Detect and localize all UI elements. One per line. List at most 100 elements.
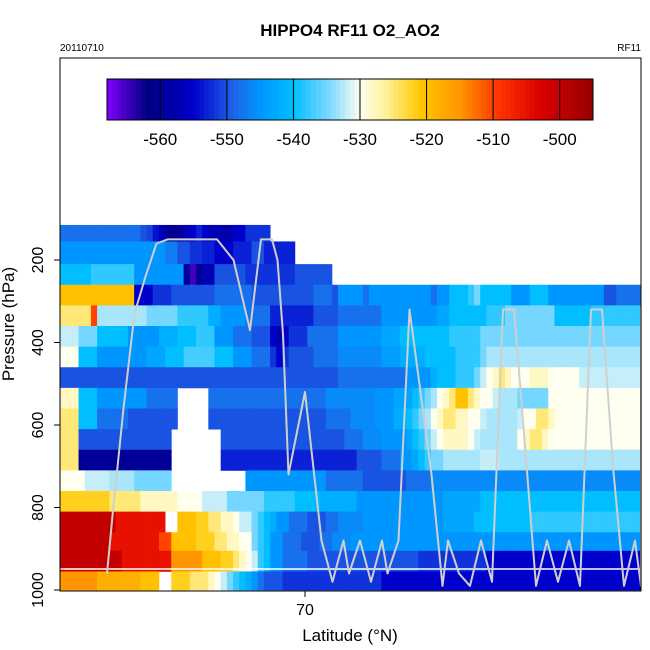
heatmap-cell [344,491,351,513]
heatmap-cell [535,449,543,471]
heatmap-cell [226,429,234,451]
heatmap-cell [344,571,351,591]
heatmap-cell [257,224,265,242]
heatmap-cell [393,346,401,368]
heatmap-cell [628,326,636,348]
colorbar-swatch [364,79,370,120]
heatmap-cell [603,429,611,451]
heatmap-cell [189,532,197,552]
heatmap-cell [257,305,265,327]
heatmap-cell [226,284,234,306]
colorbar-swatch [209,79,215,120]
heatmap-cell [455,284,463,306]
heatmap-cell [504,387,512,409]
heatmap-cell [276,367,283,389]
heatmap-cell [436,429,444,451]
heatmap-cell [270,491,277,513]
heatmap-cell [350,511,358,533]
colorbar-swatch [238,79,244,120]
heatmap-cell [294,449,302,471]
heatmap-cell [572,532,580,552]
heatmap-cell [566,511,574,533]
heatmap-cell [356,408,364,430]
heatmap-cell [282,346,290,368]
heatmap-cell [406,367,413,389]
heatmap-cell [331,326,339,348]
heatmap-cell [387,387,395,409]
heatmap-cell [560,449,568,471]
heatmap-cell [616,571,623,591]
heatmap-cell [498,367,506,389]
heatmap-cell [461,305,469,327]
heatmap-cell [233,326,240,348]
colorbar-swatch [160,79,166,120]
heatmap-cell [115,326,123,348]
heatmap-cell [356,491,364,513]
heatmap-cell [498,491,506,513]
heatmap-cell [498,284,506,306]
heatmap-cell [369,449,376,471]
colorbar-swatch [272,79,278,120]
heatmap-cell [610,346,617,368]
heatmap-cell [72,571,79,591]
heatmap-cell [319,571,327,591]
heatmap-cell [461,511,469,533]
heatmap-cell [301,470,308,492]
colorbar-swatch [539,79,545,120]
heatmap-cell [436,367,444,389]
heatmap-cell [461,387,469,409]
heatmap-cell [480,449,487,471]
heatmap-cell [288,305,296,327]
heatmap-cell [171,532,178,552]
heatmap-cell [276,550,283,572]
heatmap-cell [257,491,265,513]
heatmap-cell [109,346,117,368]
heatmap-cell [66,470,73,492]
heatmap-cell [127,550,135,572]
heatmap-cell [66,305,73,327]
heatmap-cell [263,305,271,327]
heatmap-cell [597,305,605,327]
heatmap-cell [461,346,469,368]
heatmap-cell [195,284,203,306]
heatmap-cell [97,305,104,327]
heatmap-cell [498,571,506,591]
heatmap-cell [158,264,166,286]
colorbar-swatch [306,79,312,120]
heatmap-cell [158,326,166,348]
heatmap-cell [325,429,333,451]
heatmap-cell [616,429,623,451]
heatmap-cell [406,470,413,492]
heatmap-cell [146,367,154,389]
colorbar-swatch [155,79,161,120]
heatmap-cell [548,346,555,368]
heatmap-cell [270,470,277,492]
heatmap-cell [202,224,209,242]
heatmap-cell [523,408,531,430]
heatmap-cell [603,491,611,513]
heatmap-cell [214,264,222,286]
heatmap-cell [233,429,240,451]
heatmap-cell [554,367,561,389]
heatmap-cell [319,449,327,471]
heatmap-cell [511,429,518,451]
heatmap-cell [263,449,271,471]
heatmap-cell [418,367,426,389]
heatmap-cell [140,387,147,409]
heatmap-cell [622,408,629,430]
heatmap-cell [572,326,580,348]
heatmap-cell [616,550,623,572]
heatmap-cell [375,367,382,389]
heatmap-cell [301,532,308,552]
heatmap-cell [282,470,290,492]
heatmap-cell [97,346,104,368]
heatmap-cell [535,408,543,430]
heatmap-cell [467,429,475,451]
heatmap-cell [90,408,98,430]
heatmap-cell [579,449,586,471]
heatmap-cell [436,284,444,306]
heatmap-cell [84,284,92,306]
heatmap-cell [480,326,487,348]
heatmap-cell [276,449,283,471]
heatmap-cell [579,550,586,572]
